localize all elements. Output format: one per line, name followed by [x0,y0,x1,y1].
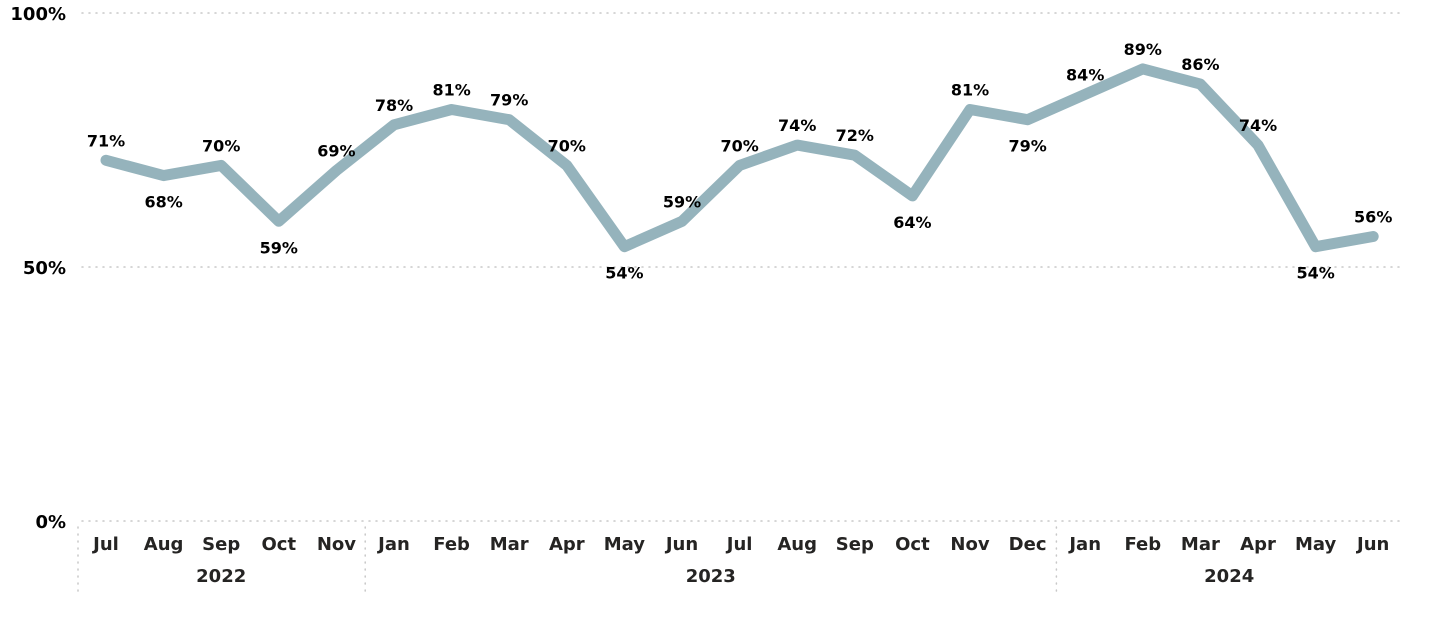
data-label: 79% [1008,137,1046,156]
y-tick-label: 100% [10,4,66,25]
data-label: 84% [1066,65,1104,84]
x-tick-label: Jul [91,534,119,555]
data-label: 86% [1181,55,1219,74]
data-label: 54% [605,264,643,283]
data-labels: 71% 68% 70% 59% 69% 78% 81% 79% 70% 54% 59% 70% 74% 7… [87,40,1392,283]
x-tick-label: Aug [144,534,184,555]
x-tick-label: Sep [836,534,874,555]
data-label: 70% [720,136,758,155]
data-label: 68% [144,193,182,212]
data-label: 59% [663,192,701,211]
x-tick-label: Oct [895,534,930,555]
data-label: 59% [260,238,298,257]
data-label: 74% [1239,116,1277,135]
x-tick-label: Dec [1009,534,1047,555]
x-tick-label: May [604,534,646,555]
x-tick-label: Mar [490,534,529,555]
data-label: 78% [375,96,413,115]
data-label: 70% [202,136,240,155]
data-label: 70% [548,136,586,155]
x-tick-label: Feb [433,534,470,555]
y-axis: 0% 50% 100% [10,4,66,533]
data-label: 89% [1124,40,1162,59]
data-label: 79% [490,91,528,110]
x-tick-label: Apr [1240,534,1276,555]
x-tick-label: Aug [777,534,817,555]
x-tick-label: Jul [725,534,753,555]
x-tick-label: Jun [1355,534,1389,555]
x-tick-label: Jan [376,534,410,555]
data-label: 54% [1296,264,1334,283]
data-label: 74% [778,116,816,135]
data-label: 56% [1354,208,1392,227]
series-line-layer [100,63,1379,253]
x-tick-label: Jun [664,534,698,555]
x-tick-label: Sep [202,534,240,555]
x-tick-label: Feb [1124,534,1161,555]
series-line [100,63,1379,253]
x-axis: Jul Aug Sep Oct Nov Jan Feb Mar Apr May Jun Jul Aug S… [77,526,1389,597]
data-label: 81% [951,81,989,100]
data-label: 64% [893,213,931,232]
y-tick-label: 0% [35,512,66,533]
year-label: 2022 [196,566,246,587]
year-label: 2023 [686,566,736,587]
year-label: 2024 [1204,566,1254,587]
x-tick-label: Jan [1067,534,1101,555]
data-label: 71% [87,131,125,150]
x-tick-label: Oct [262,534,297,555]
x-tick-label: Apr [549,534,585,555]
x-tick-label: May [1295,534,1337,555]
data-label: 69% [317,141,355,160]
data-label: 81% [432,81,470,100]
x-tick-label: Nov [317,534,356,555]
gridlines [81,12,1401,522]
y-tick-label: 50% [23,258,66,279]
x-tick-label: Mar [1181,534,1220,555]
x-tick-label: Nov [950,534,989,555]
data-label: 72% [836,126,874,145]
